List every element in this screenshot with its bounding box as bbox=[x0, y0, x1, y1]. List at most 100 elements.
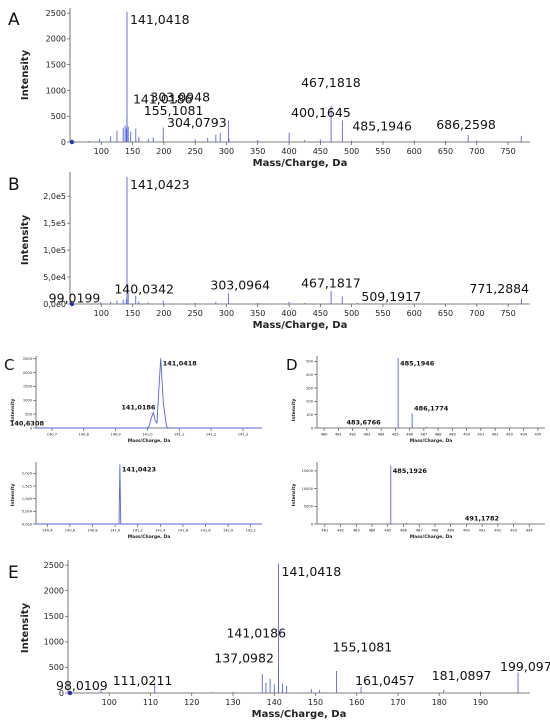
x-tick-label: 600 bbox=[407, 309, 422, 318]
x-tick-label: 488 bbox=[435, 433, 443, 437]
x-tick-label: 486 bbox=[400, 529, 408, 533]
x-tick-label: 150 bbox=[125, 147, 140, 156]
y-tick-label: 0 bbox=[59, 689, 64, 698]
x-tick-label: 110 bbox=[143, 698, 158, 707]
x-tick-label: 489 bbox=[447, 529, 455, 533]
peak-label: 141,0418 bbox=[130, 12, 190, 27]
x-tick-label: 450 bbox=[313, 147, 328, 156]
y-tick-label: 1,5e5 bbox=[43, 219, 66, 228]
y-tick-label: 1,0e5 bbox=[22, 497, 32, 501]
peak-label: 98,0109 bbox=[56, 678, 108, 693]
x-tick-label: 250 bbox=[188, 147, 203, 156]
x-tick-label: 100 bbox=[94, 309, 109, 318]
y-axis-title: Intensity bbox=[291, 399, 297, 422]
origin-marker bbox=[67, 690, 73, 696]
x-axis-title: Mass/Charge, Da bbox=[128, 534, 171, 540]
x-tick-label: 483 bbox=[353, 529, 360, 533]
x-tick-label: 400 bbox=[281, 309, 296, 318]
x-tick-label: 750 bbox=[500, 309, 515, 318]
x-tick-label: 141,1 bbox=[174, 433, 184, 437]
x-tick-label: 490 bbox=[463, 529, 471, 533]
y-tick-label: 2500 bbox=[44, 561, 64, 570]
x-axis-title: Mass/Charge, Da bbox=[410, 534, 453, 540]
peak-label: 686,2598 bbox=[436, 117, 496, 132]
x-tick-label: 100 bbox=[94, 147, 109, 156]
x-tick-label: 140,7 bbox=[47, 433, 57, 437]
x-tick-label: 700 bbox=[469, 309, 484, 318]
x-tick-label: 500 bbox=[344, 147, 359, 156]
peak-label: 141,0423 bbox=[122, 466, 156, 474]
y-tick-label: 10000 bbox=[302, 487, 314, 491]
peak-label: 141,0186 bbox=[121, 404, 156, 412]
peak-label: 303,0948 bbox=[150, 90, 210, 105]
x-tick-label: 130 bbox=[225, 698, 240, 707]
x-tick-label: 494 bbox=[520, 433, 528, 437]
x-tick-label: 100 bbox=[102, 698, 117, 707]
x-tick-label: 650 bbox=[438, 309, 453, 318]
x-tick-label: 140,4 bbox=[42, 529, 53, 533]
x-tick-label: 500 bbox=[344, 309, 359, 318]
peak-label: 181,0897 bbox=[432, 668, 492, 683]
peak-label: 485,1926 bbox=[393, 467, 428, 475]
x-tick-label: 140,8 bbox=[79, 433, 90, 437]
x-tick-label: 492 bbox=[494, 529, 501, 533]
y-tick-label: 2000 bbox=[44, 586, 64, 595]
x-axis-title: Mass/Charge, Da bbox=[128, 438, 171, 444]
y-tick-label: 500 bbox=[49, 663, 64, 672]
y-tick-label: 5,0e4 bbox=[43, 273, 66, 282]
peak-label: 467,1818 bbox=[301, 75, 361, 90]
x-tick-label: 200 bbox=[156, 147, 171, 156]
x-tick-label: 350 bbox=[250, 147, 265, 156]
x-tick-label: 160 bbox=[349, 698, 364, 707]
y-tick-label: 500 bbox=[25, 412, 33, 416]
x-axis-title: Mass/Charge, Da bbox=[253, 320, 348, 331]
x-tick-label: 141,2 bbox=[206, 433, 216, 437]
y-tick-label: 2500 bbox=[46, 9, 66, 18]
peak-label: 161,0457 bbox=[355, 673, 415, 688]
peak-label: 140,0342 bbox=[114, 281, 174, 296]
x-tick-label: 142,0 bbox=[223, 529, 234, 533]
spectrum-trace bbox=[36, 464, 262, 525]
x-axis-title: Mass/Charge, Da bbox=[252, 709, 347, 720]
x-tick-label: 350 bbox=[250, 309, 265, 318]
x-tick-label: 487 bbox=[416, 529, 423, 533]
x-tick-label: 480 bbox=[321, 433, 329, 437]
x-tick-label: 482 bbox=[349, 433, 356, 437]
x-tick-label: 484 bbox=[369, 529, 377, 533]
x-tick-label: 491 bbox=[477, 433, 484, 437]
peak-label: 771,2884 bbox=[469, 281, 529, 296]
y-axis-title: Intensity bbox=[10, 484, 16, 507]
peak-label: 155,1081 bbox=[333, 639, 393, 654]
panel-c1: C 0 500 1000 1500 2000 2500 140,7 140,8 140,9 141,… bbox=[4, 356, 262, 444]
panel-label: D bbox=[286, 356, 298, 374]
y-axis-title: Intensity bbox=[20, 214, 31, 265]
y-tick-label: 5,0e4 bbox=[22, 510, 33, 514]
panel-label: A bbox=[8, 10, 20, 30]
x-tick-label: 190 bbox=[473, 698, 488, 707]
y-tick-label: 0 bbox=[311, 522, 314, 526]
y-tick-label: 5000 bbox=[304, 505, 314, 509]
y-tick-label: 300 bbox=[306, 386, 314, 390]
y-tick-label: 2,0e5 bbox=[22, 472, 32, 476]
y-tick-label: 500 bbox=[51, 112, 66, 121]
y-tick-label: 2000 bbox=[23, 371, 33, 375]
panel-d1: D 0 100 200 300 400 500 480 481 482 483 484 485 486 48… bbox=[286, 356, 545, 444]
x-tick-label: 141,4 bbox=[155, 529, 166, 533]
x-tick-label: 487 bbox=[420, 433, 427, 437]
x-tick-label: 492 bbox=[492, 433, 499, 437]
y-tick-label: 0 bbox=[61, 138, 66, 147]
peak-label: 99,0199 bbox=[49, 291, 101, 306]
x-tick-label: 300 bbox=[219, 147, 234, 156]
panel-e: E 0 500 1000 1500 2000 2500 100 110 120 130 140 150 1… bbox=[8, 560, 550, 720]
y-tick-label: 0,0e0 bbox=[22, 522, 33, 526]
x-tick-label: 486 bbox=[406, 433, 414, 437]
peak-label: 155,1081 bbox=[144, 103, 204, 118]
x-tick-label: 484 bbox=[378, 433, 386, 437]
y-tick-label: 1000 bbox=[23, 399, 33, 403]
peak-label: 485,1946 bbox=[352, 119, 412, 134]
y-tick-label: 2,0e5 bbox=[43, 192, 66, 201]
peak-label: 491,1782 bbox=[465, 515, 499, 523]
x-tick-label: 750 bbox=[500, 147, 515, 156]
x-tick-label: 120 bbox=[184, 698, 199, 707]
